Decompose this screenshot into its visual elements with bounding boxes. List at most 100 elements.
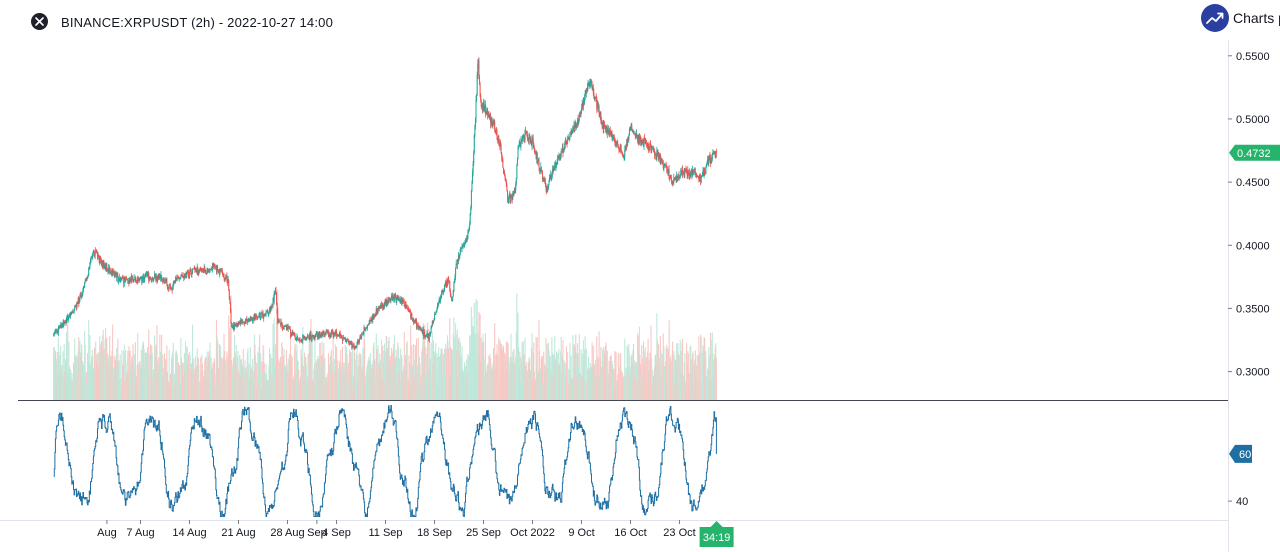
volume-bar xyxy=(701,352,703,400)
candle-body xyxy=(631,124,633,131)
volume-bar xyxy=(356,348,358,400)
volume-bar xyxy=(88,319,90,400)
candle-body xyxy=(259,317,261,319)
candle-body xyxy=(529,138,531,143)
candle-body xyxy=(175,277,177,280)
candle-body xyxy=(249,318,251,321)
volume-bar xyxy=(435,343,437,400)
candle-body xyxy=(546,186,548,192)
candle-body xyxy=(490,115,492,124)
candle-body xyxy=(668,170,670,175)
volume-bar xyxy=(382,350,384,400)
volume-bar xyxy=(311,331,313,400)
candle-body xyxy=(122,277,124,278)
volume-bar xyxy=(461,346,463,400)
volume-bar xyxy=(142,341,144,400)
volume-bar xyxy=(498,381,500,400)
volume-bar xyxy=(269,354,271,400)
candle-body xyxy=(228,289,230,298)
candle-body xyxy=(680,170,682,176)
volume-bar xyxy=(502,345,504,400)
candle-body xyxy=(60,324,62,327)
candle-body xyxy=(416,320,418,328)
candle-body xyxy=(549,176,551,178)
candle-body xyxy=(146,272,148,274)
candle-body xyxy=(114,273,116,276)
volume-bar xyxy=(86,383,88,400)
volume-bar xyxy=(408,362,411,400)
candle-body xyxy=(93,252,95,254)
candle-body xyxy=(85,278,87,281)
volume-bar xyxy=(233,382,235,400)
candle-body xyxy=(228,280,230,290)
candle-body xyxy=(564,144,566,148)
volume-bar xyxy=(404,354,406,400)
volume-bar xyxy=(557,353,559,400)
volume-bar xyxy=(303,369,305,400)
candle-body xyxy=(260,313,262,314)
candle-body xyxy=(203,270,205,272)
candle-body xyxy=(94,253,96,257)
volume-bar xyxy=(514,363,516,400)
volume-bar xyxy=(708,347,710,400)
candle-body xyxy=(594,96,596,99)
candle-body xyxy=(566,143,568,145)
candle-body xyxy=(368,320,370,324)
candle-body xyxy=(327,332,329,336)
candle-body xyxy=(143,275,145,282)
candle-body xyxy=(106,264,108,270)
candle-body xyxy=(127,279,129,282)
candle-body xyxy=(425,335,427,337)
volume-bar xyxy=(131,356,133,400)
candle-body xyxy=(108,267,110,273)
candle-body xyxy=(495,130,497,132)
candle-body xyxy=(54,331,56,333)
candle-body xyxy=(583,98,585,103)
candle-body xyxy=(190,271,192,274)
time-tick-label: 4 Sep xyxy=(322,527,351,539)
volume-bar xyxy=(697,379,699,400)
volume-bar xyxy=(148,354,150,400)
volume-bar xyxy=(342,371,344,400)
volume-bar xyxy=(177,363,179,400)
volume-bar xyxy=(185,361,187,400)
candle-body xyxy=(506,187,508,191)
brand-badge[interactable]: Charts p xyxy=(1201,4,1280,34)
volume-bar xyxy=(144,352,146,400)
candle-body xyxy=(399,298,401,302)
volume-bar xyxy=(685,386,687,400)
volume-bar xyxy=(116,348,118,400)
volume-bar xyxy=(102,329,104,400)
candle-body xyxy=(682,169,684,176)
volume-bar xyxy=(606,356,608,400)
candle-body xyxy=(396,297,398,303)
candle-body xyxy=(105,264,107,270)
volume-bar xyxy=(602,348,604,400)
close-button[interactable] xyxy=(31,13,48,30)
volume-bar xyxy=(415,338,418,400)
volume-bar xyxy=(362,347,364,400)
volume-bar xyxy=(166,371,168,400)
volume-bar xyxy=(595,360,597,400)
candlestick-series xyxy=(53,57,717,351)
volume-bar xyxy=(676,351,678,400)
candle-body xyxy=(276,303,278,311)
volume-bar xyxy=(331,361,333,400)
volume-bar xyxy=(310,378,313,400)
volume-bar xyxy=(578,334,580,400)
candle-body xyxy=(84,280,86,283)
volume-bar xyxy=(572,378,574,400)
volume-bar xyxy=(664,365,666,400)
volume-bar xyxy=(203,370,205,400)
volume-bar xyxy=(421,351,423,400)
trending-up-icon[interactable] xyxy=(1201,4,1229,32)
volume-bar xyxy=(189,352,191,400)
volume-bar xyxy=(670,376,672,400)
volume-bar xyxy=(380,339,383,400)
candle-body xyxy=(621,152,623,155)
volume-bar xyxy=(378,362,380,400)
volume-bar xyxy=(355,353,357,400)
candle-body xyxy=(582,103,584,107)
volume-bar xyxy=(526,370,528,400)
